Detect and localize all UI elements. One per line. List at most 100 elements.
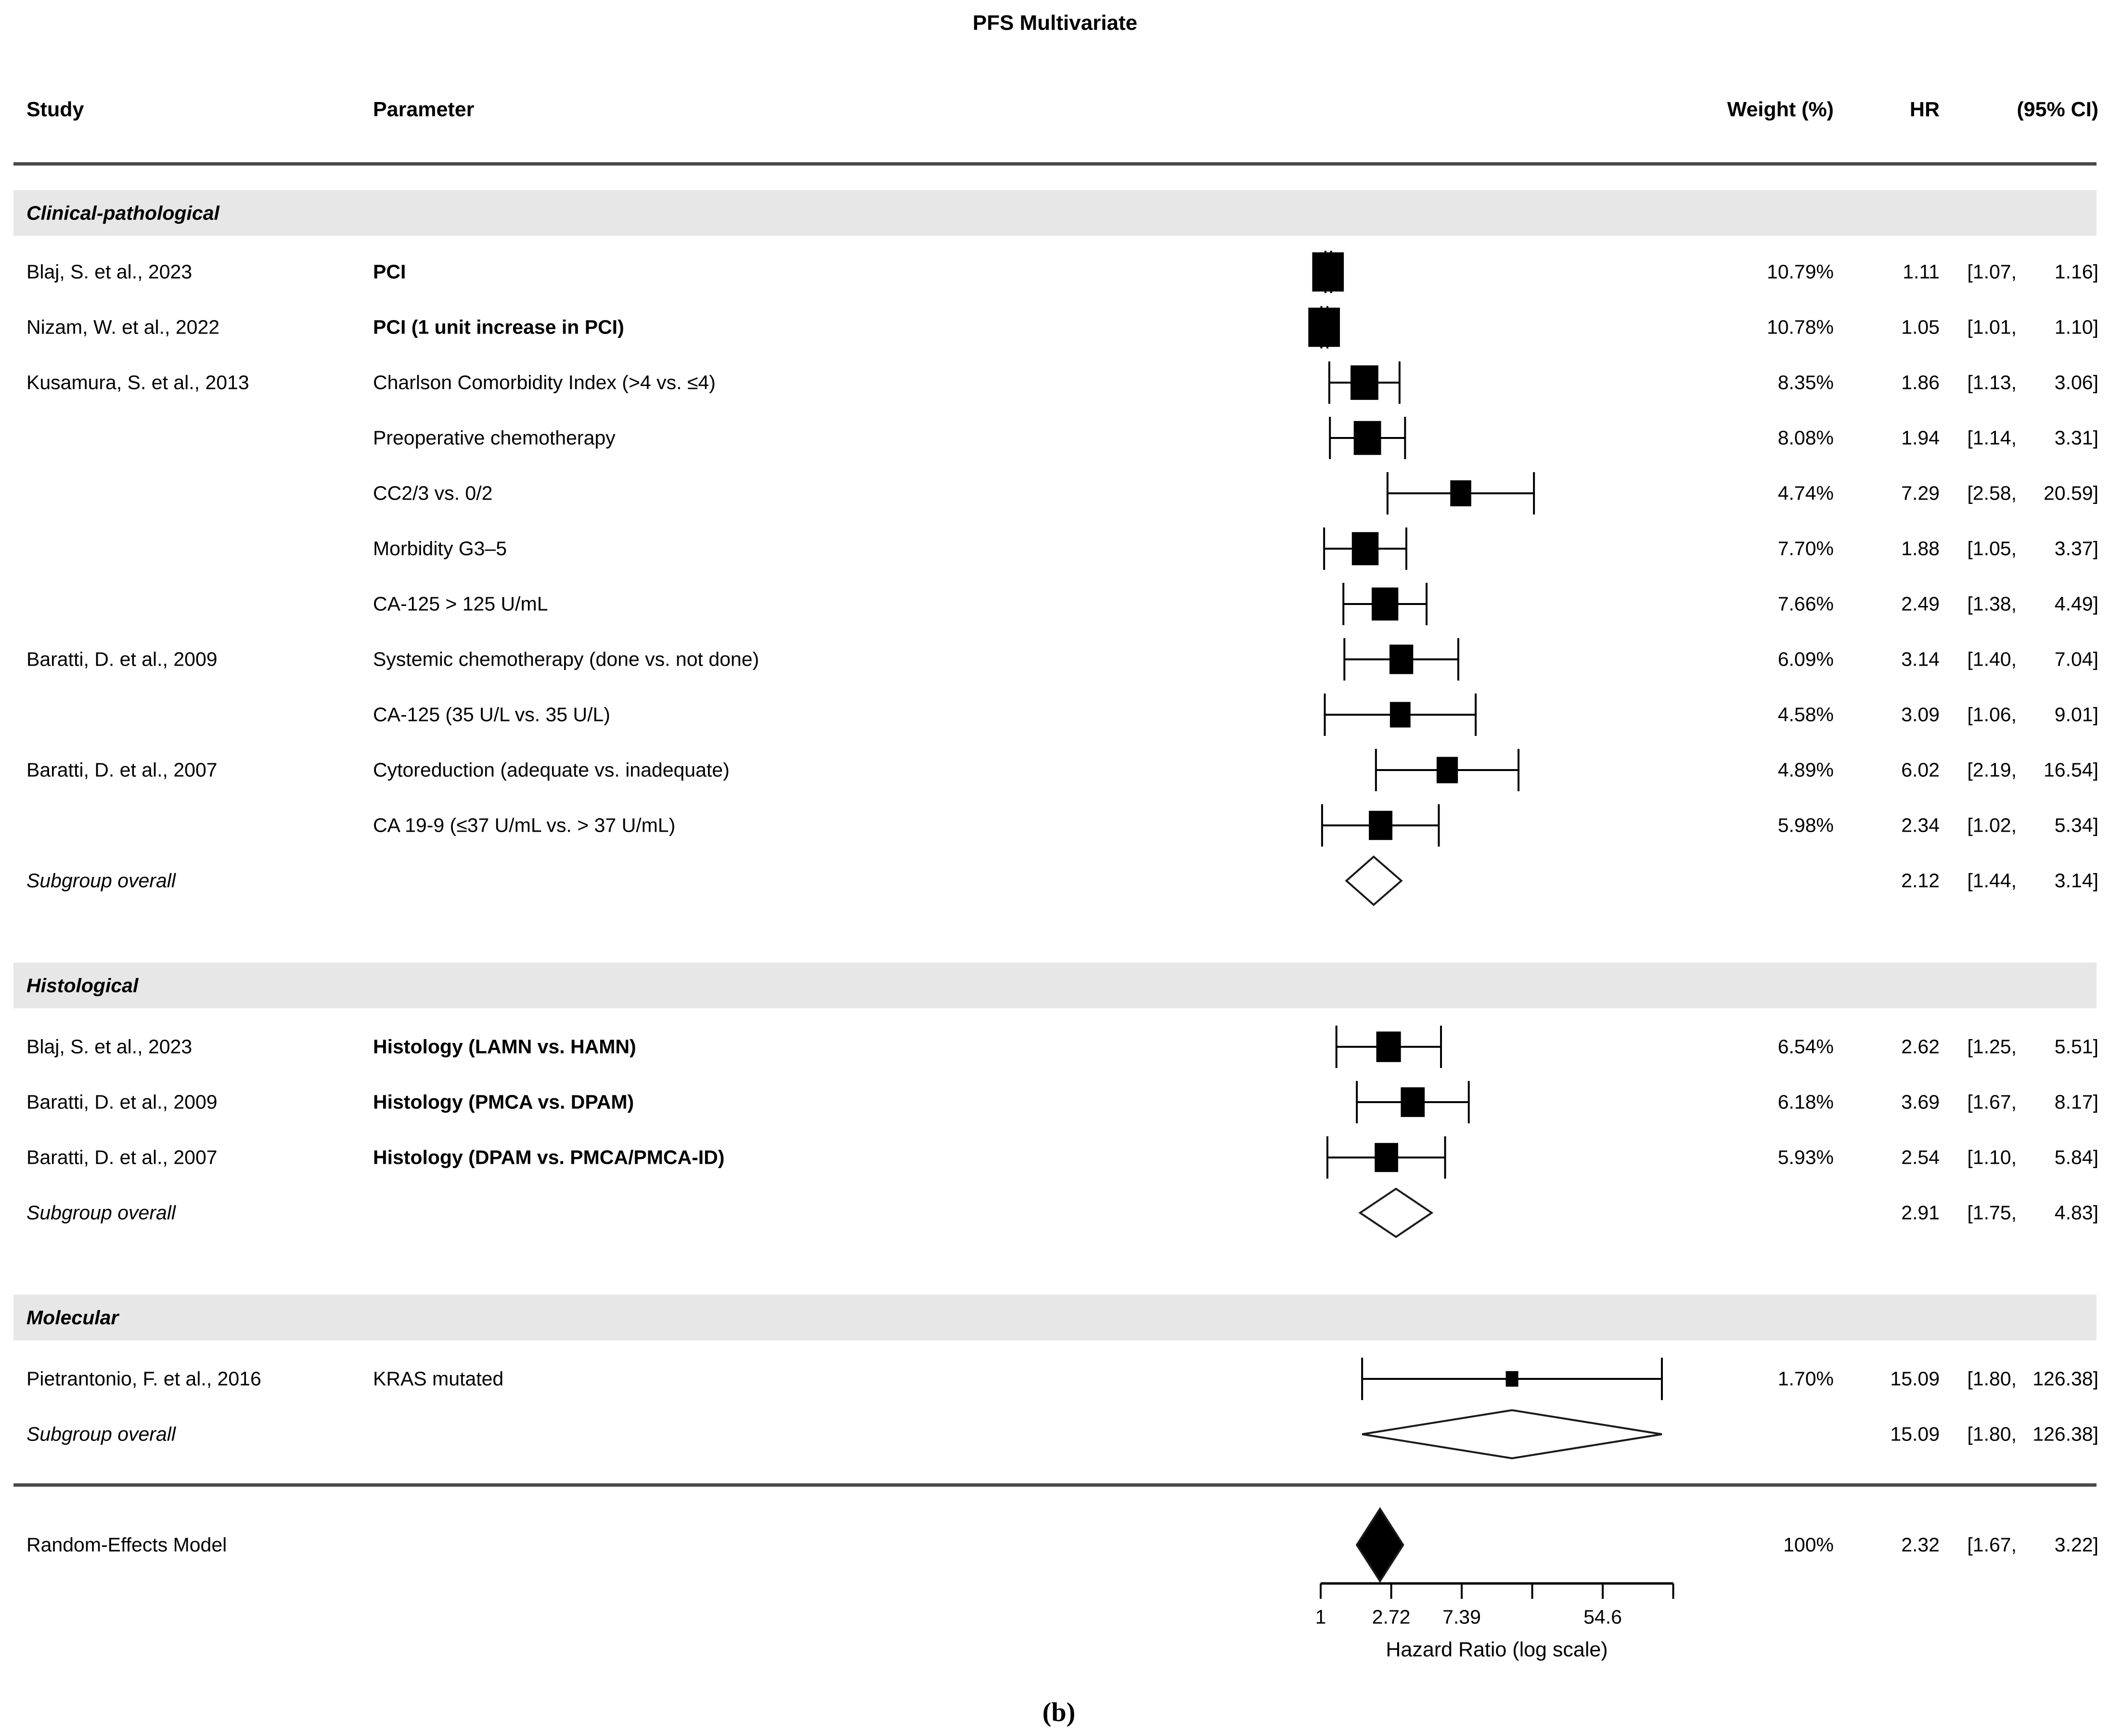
chart-title: PFS Multivariate — [972, 11, 1138, 35]
parameter-label: Preoperative chemotherapy — [373, 426, 616, 449]
forest-square-marker — [1351, 365, 1378, 400]
hr-value: 3.14 — [1901, 648, 1940, 670]
ci-low-value: [1.05, — [1967, 537, 2017, 560]
ci-low-value: [1.75, — [1967, 1201, 2017, 1224]
ci-high-value: 3.22] — [2054, 1533, 2098, 1556]
study-label: Baratti, D. et al., 2009 — [26, 1091, 218, 1113]
ci-high-value: 16.54] — [2044, 759, 2098, 781]
study-label: Nizam, W. et al., 2022 — [26, 316, 220, 338]
section-header: Clinical-pathological — [26, 202, 219, 224]
subgroup-diamond — [1362, 1409, 1662, 1460]
weight-value: 7.66% — [1777, 592, 1834, 615]
hr-value: 1.94 — [1901, 426, 1940, 449]
ci-high-value: 1.10] — [2054, 316, 2098, 338]
weight-value: 6.09% — [1777, 648, 1834, 670]
parameter-label: CA-125 (35 U/L vs. 35 U/L) — [373, 703, 610, 726]
ci-low-value: [1.40, — [1967, 648, 2017, 670]
column-header-parameter: Parameter — [373, 98, 475, 121]
weight-value: 4.58% — [1777, 703, 1834, 726]
hr-value: 1.11 — [1903, 260, 1940, 283]
forest-square-marker — [1390, 702, 1411, 728]
ci-high-value: 5.51] — [2054, 1035, 2098, 1058]
panel-caption: (b) — [1042, 1697, 1076, 1727]
parameter-label: PCI (1 unit increase in PCI) — [373, 316, 624, 338]
parameter-label: Charlson Comorbidity Index (>4 vs. ≤4) — [373, 371, 716, 394]
study-label: Baratti, D. et al., 2007 — [26, 759, 218, 781]
hr-value: 2.12 — [1901, 869, 1940, 892]
study-label: Baratti, D. et al., 2007 — [26, 1146, 218, 1169]
ci-low-value: [1.10, — [1967, 1146, 2017, 1169]
forest-square-marker — [1308, 308, 1340, 347]
hr-value: 2.54 — [1901, 1146, 1940, 1169]
ci-low-value: [1.07, — [1967, 260, 2017, 283]
hr-value: 3.69 — [1901, 1091, 1940, 1113]
weight-value: 7.70% — [1777, 537, 1834, 560]
column-header-study: Study — [26, 98, 84, 121]
ci-high-value: 5.34] — [2054, 814, 2098, 836]
parameter-label: CA 19-9 (≤37 U/mL vs. > 37 U/mL) — [373, 814, 676, 836]
overall-diamond — [1355, 1507, 1404, 1583]
subgroup-overall-label: Subgroup overall — [26, 1201, 176, 1224]
hr-value: 2.62 — [1901, 1035, 1940, 1058]
section-header: Histological — [26, 974, 139, 997]
x-axis-tick-label: 1 — [1315, 1606, 1326, 1628]
forest-square-marker — [1369, 810, 1393, 840]
forest-square-marker — [1505, 1371, 1518, 1387]
hr-value: 7.29 — [1901, 482, 1940, 504]
x-axis-tick-label: 54.6 — [1583, 1606, 1622, 1628]
weight-value: 10.79% — [1766, 260, 1834, 283]
study-label: Blaj, S. et al., 2023 — [26, 1035, 193, 1058]
x-axis-tick-label: 7.39 — [1442, 1606, 1481, 1628]
axis-title: Hazard Ratio (log scale) — [1386, 1638, 1608, 1661]
weight-value: 5.98% — [1777, 814, 1834, 836]
ci-low-value: [1.44, — [1967, 869, 2017, 892]
hr-value: 15.09 — [1890, 1423, 1940, 1445]
ci-low-value: [1.13, — [1967, 371, 2017, 394]
study-label: Baratti, D. et al., 2009 — [26, 648, 218, 670]
forest-square-marker — [1401, 1087, 1425, 1117]
ci-low-value: [2.58, — [1967, 482, 2017, 504]
section-band — [13, 963, 2097, 1008]
ci-high-value: 3.37] — [2054, 537, 2098, 560]
parameter-label: CC2/3 vs. 0/2 — [373, 482, 493, 504]
ci-low-value: [1.01, — [1967, 316, 2017, 338]
hr-value: 2.32 — [1901, 1533, 1940, 1556]
column-header-ci: (95% CI) — [2017, 98, 2098, 121]
weight-value: 8.08% — [1777, 426, 1834, 449]
forest-square-marker — [1376, 1031, 1401, 1062]
forest-square-marker — [1351, 532, 1379, 566]
study-label: Kusamura, S. et al., 2013 — [26, 371, 249, 394]
ci-high-value: 4.83] — [2054, 1201, 2098, 1224]
subgroup-overall-label: Subgroup overall — [26, 869, 176, 892]
study-label: Pietrantonio, F. et al., 2016 — [26, 1367, 261, 1390]
weight-value: 1.70% — [1777, 1367, 1834, 1390]
forest-square-marker — [1389, 644, 1414, 674]
x-axis-tick-label: 2.72 — [1372, 1606, 1411, 1628]
weight-value: 100% — [1783, 1533, 1834, 1556]
ci-low-value: [1.38, — [1967, 592, 2017, 615]
ci-high-value: 3.06] — [2054, 371, 2098, 394]
column-header-weight: Weight (%) — [1727, 98, 1834, 121]
hr-value: 1.05 — [1901, 316, 1940, 338]
ci-high-value: 3.14] — [2054, 869, 2098, 892]
hr-value: 1.86 — [1901, 371, 1940, 394]
weight-value: 6.18% — [1777, 1091, 1834, 1113]
section-band — [13, 190, 2097, 236]
hr-value: 2.91 — [1901, 1201, 1940, 1224]
hr-value: 2.34 — [1901, 814, 1940, 836]
hr-value: 2.49 — [1901, 592, 1940, 615]
ci-low-value: [2.19, — [1967, 759, 2017, 781]
parameter-label: CA-125 > 125 U/mL — [373, 592, 548, 615]
ci-low-value: [1.25, — [1967, 1035, 2017, 1058]
ci-low-value: [1.80, — [1967, 1423, 2017, 1445]
ci-high-value: 20.59] — [2044, 482, 2098, 504]
forest-square-marker — [1312, 252, 1344, 292]
weight-value: 6.54% — [1777, 1035, 1834, 1058]
overall-rule — [13, 1483, 2097, 1487]
ci-low-value: [1.80, — [1967, 1367, 2017, 1390]
section-header: Molecular — [26, 1306, 119, 1329]
subgroup-diamond — [1345, 855, 1403, 906]
parameter-label: Cytoreduction (adequate vs. inadequate) — [373, 759, 730, 781]
